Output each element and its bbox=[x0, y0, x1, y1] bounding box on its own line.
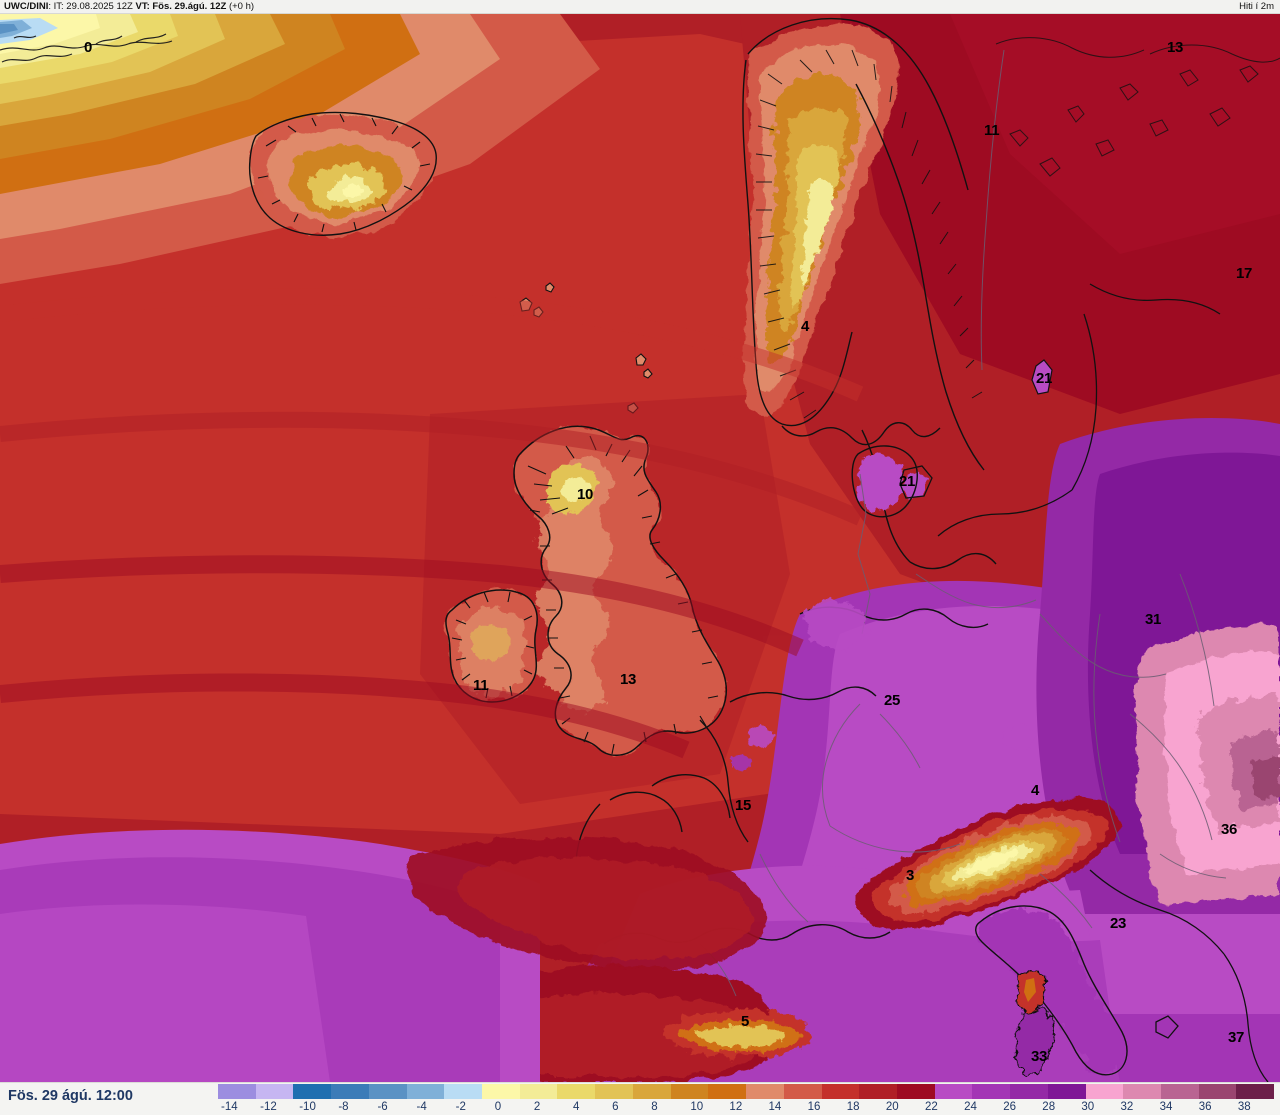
legend-swatch bbox=[708, 1084, 747, 1099]
header-left-text: UWC/DINI: IT: 29.08.2025 12Z VT: Fös. 29… bbox=[4, 1, 255, 12]
legend-tick: 32 bbox=[1120, 1101, 1134, 1113]
legend-swatches bbox=[218, 1084, 1275, 1099]
legend-tick: 30 bbox=[1081, 1101, 1095, 1113]
legend-tick: 4 bbox=[572, 1101, 580, 1113]
legend-tick: 0 bbox=[494, 1101, 502, 1113]
legend-tick: 2 bbox=[533, 1101, 541, 1113]
legend-swatch bbox=[368, 1084, 407, 1099]
temperature-map[interactable]: 0 13 11 17 4 21 21 10 31 13 11 25 4 15 3… bbox=[0, 14, 1280, 1082]
valid-value: Fös. 29.ágú. 12Z bbox=[152, 1, 227, 12]
legend-swatch bbox=[406, 1084, 445, 1099]
legend-swatch bbox=[1010, 1084, 1048, 1099]
legend-swatch bbox=[1123, 1084, 1161, 1099]
baltic-coastline bbox=[937, 283, 1221, 537]
lead-time: (+0 h) bbox=[228, 1, 255, 12]
legend-swatch bbox=[519, 1084, 558, 1099]
legend-tick: 12 bbox=[729, 1101, 743, 1113]
legend-swatch bbox=[821, 1084, 860, 1099]
legend-swatch bbox=[1160, 1084, 1199, 1099]
coastal-heat-patches bbox=[732, 598, 1038, 772]
color-legend[interactable]: -14 -12 -10 -8 -6 -4 -2 0 2 4 6 8 10 12 14 16 18 20 22 24 26… bbox=[218, 1084, 1275, 1115]
legend-tick: -8 bbox=[338, 1101, 349, 1113]
legend-swatch bbox=[783, 1084, 822, 1099]
legend-swatch bbox=[1198, 1084, 1237, 1099]
legend-tick: 10 bbox=[690, 1101, 704, 1113]
timestamp-label: Fös. 29 ágú. 12:00 bbox=[8, 1088, 133, 1104]
legend-swatch bbox=[482, 1084, 520, 1099]
legend-swatch bbox=[293, 1084, 332, 1099]
legend-tick: -4 bbox=[416, 1101, 427, 1113]
legend-swatch bbox=[934, 1084, 973, 1099]
atlantic-contours bbox=[0, 288, 864, 759]
init-value: 29.08.2025 12Z bbox=[66, 1, 133, 12]
legend-swatch bbox=[746, 1084, 784, 1099]
init-label: IT: bbox=[53, 1, 64, 12]
legend-swatch bbox=[859, 1084, 897, 1099]
legend-tick: -12 bbox=[260, 1101, 277, 1113]
legend-tick: 20 bbox=[885, 1101, 899, 1113]
legend-swatch bbox=[1047, 1084, 1086, 1099]
legend-tick: 26 bbox=[1003, 1101, 1016, 1113]
legend-tick: -6 bbox=[377, 1101, 388, 1113]
italy bbox=[975, 905, 1128, 1076]
ireland bbox=[445, 589, 538, 703]
legend-tick: -10 bbox=[299, 1101, 316, 1113]
legend-swatch bbox=[1085, 1084, 1124, 1099]
legend-tick: 16 bbox=[807, 1101, 821, 1113]
map-canvas bbox=[0, 14, 1280, 1082]
legend-tick: 8 bbox=[651, 1101, 658, 1113]
model-label: UWC/DINI bbox=[4, 1, 49, 12]
legend-swatch bbox=[1236, 1084, 1275, 1099]
country-borders bbox=[699, 49, 1227, 997]
valid-label: VT: bbox=[135, 1, 150, 12]
legend-swatch bbox=[331, 1084, 369, 1099]
legend-tick: 38 bbox=[1237, 1101, 1251, 1113]
legend-swatch bbox=[218, 1084, 256, 1099]
legend-tick: 36 bbox=[1198, 1101, 1212, 1113]
footer-bar: Fös. 29 ágú. 12:00 -14 -12 -10 -8 -6 -4 -2 0 2 4 6… bbox=[0, 1082, 1280, 1115]
gotland bbox=[1031, 359, 1053, 395]
legend-swatch bbox=[595, 1084, 633, 1099]
legend-swatch bbox=[255, 1084, 294, 1099]
alps bbox=[855, 798, 1122, 930]
legend-swatch bbox=[557, 1084, 596, 1099]
legend-tick: 14 bbox=[768, 1101, 782, 1113]
norway-fjords bbox=[755, 49, 983, 419]
temperature-field bbox=[0, 14, 1280, 1082]
greenland-coastline bbox=[0, 33, 173, 63]
iceland bbox=[248, 111, 437, 238]
legend-swatch bbox=[444, 1084, 483, 1099]
legend-tick: 24 bbox=[964, 1101, 977, 1113]
finland-lakes bbox=[995, 37, 1280, 177]
legend-tick: 34 bbox=[1159, 1101, 1173, 1113]
legend-swatch bbox=[632, 1084, 671, 1099]
legend-tick: 18 bbox=[846, 1101, 860, 1113]
legend-tick: -14 bbox=[221, 1101, 238, 1113]
header-bar: UWC/DINI: IT: 29.08.2025 12Z VT: Fös. 29… bbox=[0, 0, 1280, 14]
legend-tick: 22 bbox=[924, 1101, 938, 1113]
balkan-coastline bbox=[1089, 869, 1269, 1082]
legend-tick: -2 bbox=[455, 1101, 466, 1113]
legend-swatch bbox=[670, 1084, 709, 1099]
legend-ticks: -14 -12 -10 -8 -6 -4 -2 0 2 4 6 8 10 12 14 16 18 20 22 24 26… bbox=[218, 1100, 1274, 1114]
parameter-label: Hiti í 2m bbox=[1239, 1, 1274, 12]
legend-swatch bbox=[896, 1084, 935, 1099]
legend-tick: 6 bbox=[612, 1101, 619, 1113]
denmark bbox=[851, 445, 933, 518]
legend-swatch bbox=[972, 1084, 1011, 1099]
legend-tick: 28 bbox=[1042, 1101, 1056, 1113]
